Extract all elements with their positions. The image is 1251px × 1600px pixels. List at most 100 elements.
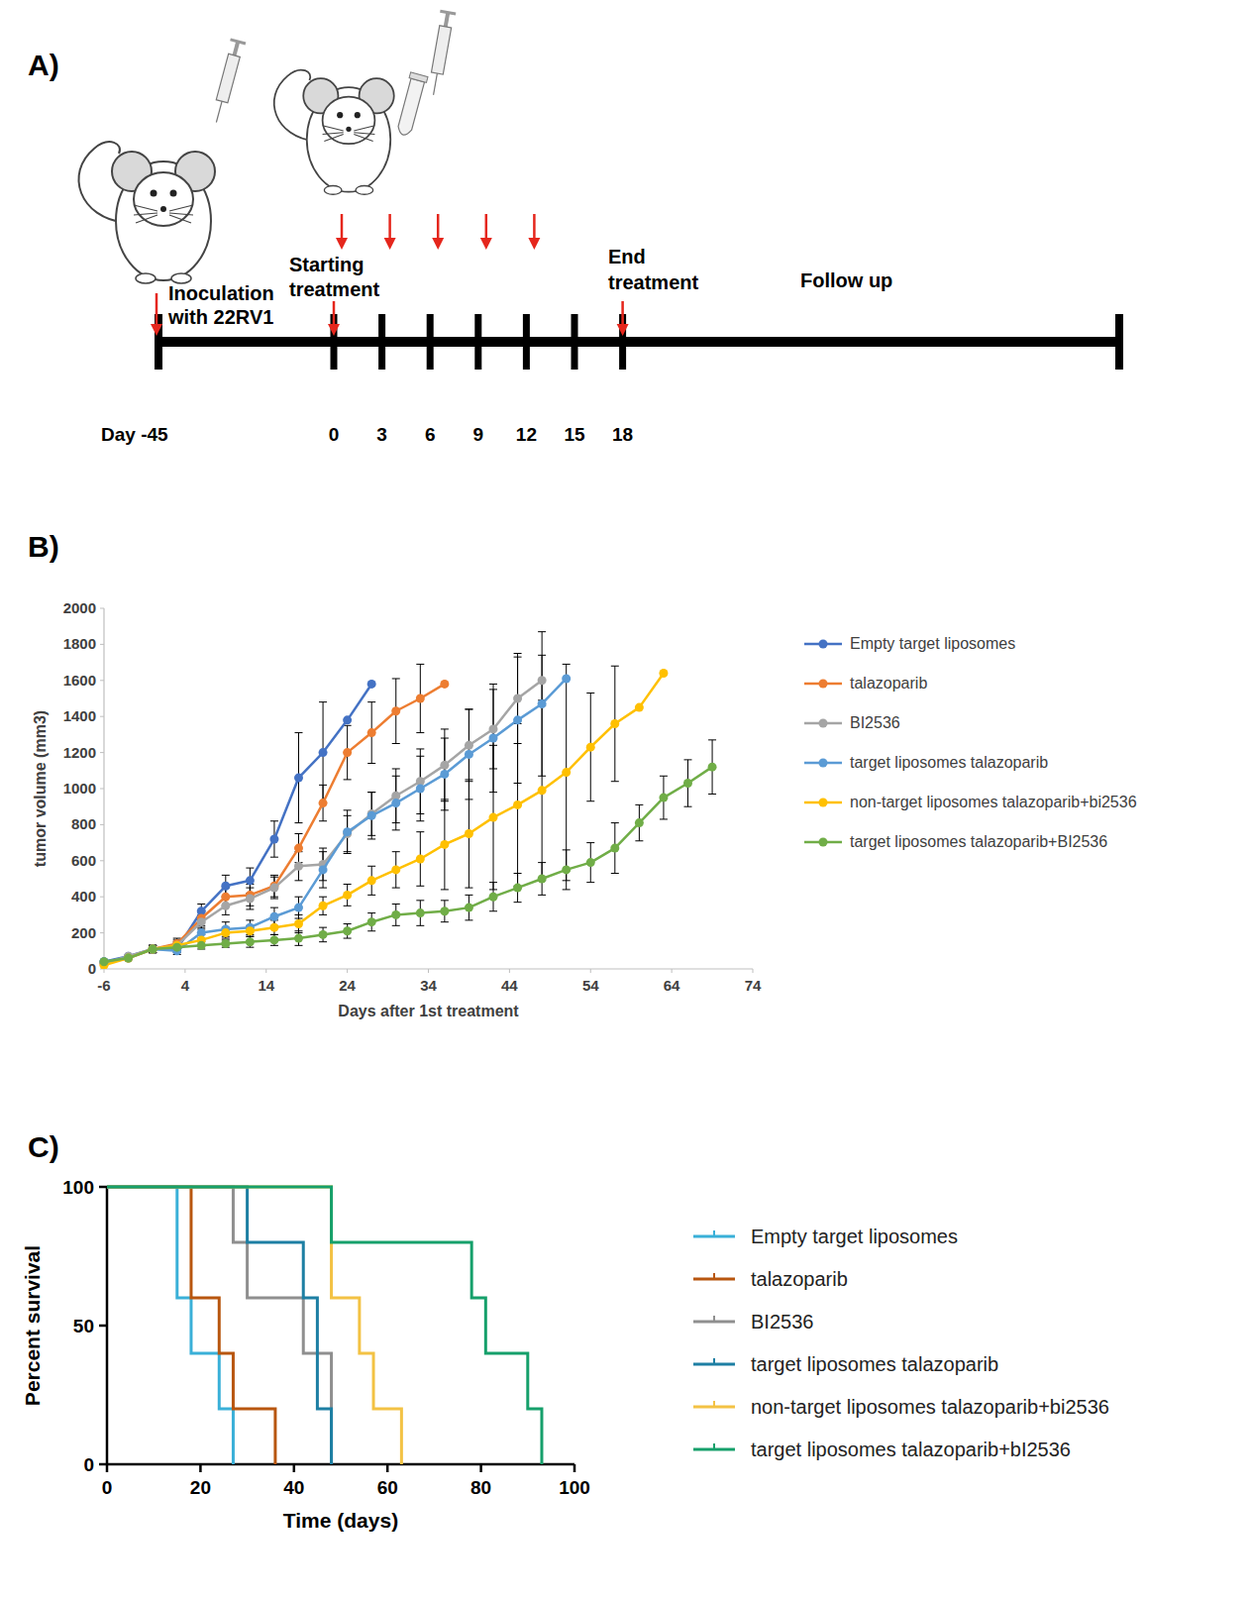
data-point — [367, 679, 377, 689]
series-line — [104, 678, 567, 962]
error-bar — [295, 732, 304, 824]
error-cap — [343, 938, 352, 939]
syringe-barrel — [430, 25, 451, 75]
data-point — [537, 785, 547, 795]
data-point — [148, 943, 158, 953]
error-cap — [245, 936, 254, 938]
data-point — [148, 943, 158, 953]
plot-area — [100, 631, 718, 969]
error-cap — [440, 737, 449, 739]
tick-label: 18 — [612, 423, 633, 445]
error-cap — [245, 908, 254, 910]
error-cap — [514, 872, 522, 874]
error-bar — [611, 823, 620, 874]
error-cap — [343, 923, 352, 925]
data-point — [537, 874, 547, 884]
event-label: Endtreatment — [608, 245, 699, 294]
tick — [573, 1463, 577, 1472]
legend-swatch — [819, 639, 829, 649]
tick — [479, 1463, 483, 1472]
legend-label: target liposomes talazoparib+bI2536 — [750, 1438, 1071, 1460]
error-bar — [343, 810, 352, 854]
arrow-head — [150, 323, 163, 336]
arrow — [431, 213, 444, 250]
error-cap — [440, 888, 449, 890]
data-point — [318, 747, 328, 757]
error-cap — [489, 910, 498, 912]
data-point — [245, 875, 255, 885]
error-bar — [562, 663, 571, 880]
error-cap — [562, 888, 571, 890]
error-cap — [537, 894, 546, 896]
mouse-whiskers — [322, 125, 376, 142]
data-point — [148, 943, 158, 953]
arrow — [480, 213, 493, 250]
error-cap — [392, 925, 401, 927]
timeline-panel: 0369121518Day -45Inoculationwith 22RV1St… — [78, 9, 1124, 445]
legend-label: target liposomes talazoparib — [750, 1353, 999, 1375]
data-point — [294, 773, 304, 783]
error-bar — [392, 903, 401, 926]
legend-swatch — [713, 1315, 716, 1322]
tumor-chart: 0200400600800100012001400160018002000-64… — [31, 599, 1138, 1020]
error-cap — [343, 883, 352, 885]
event-label: Inoculationwith 22RV1 — [167, 282, 275, 328]
series-line — [104, 680, 542, 964]
error-cap — [367, 912, 376, 914]
mouse-icon — [78, 141, 215, 284]
data-point — [318, 864, 328, 874]
error-bar — [634, 804, 643, 840]
arrow-head — [384, 237, 397, 250]
timeline-bar — [158, 336, 1120, 347]
tick — [104, 968, 105, 973]
mouse-head — [322, 97, 376, 145]
error-cap — [611, 780, 620, 782]
error-bar — [148, 944, 157, 952]
tick-label: 0 — [83, 1454, 95, 1475]
arrow — [527, 213, 540, 250]
error-cap — [586, 841, 595, 843]
data-point — [367, 728, 377, 737]
error-cap — [659, 818, 668, 820]
mouse-icon — [274, 70, 395, 196]
error-bar — [367, 865, 376, 895]
legend: Empty target liposomestalazoparibBI2536t… — [804, 634, 1138, 850]
tick-label: 400 — [71, 887, 97, 905]
tick — [100, 932, 105, 934]
legend-swatch — [819, 719, 829, 729]
tick — [199, 1463, 203, 1472]
error-bar — [708, 739, 717, 795]
data-point — [342, 827, 352, 836]
tick-label: 80 — [470, 1476, 492, 1498]
data-point — [561, 864, 571, 874]
error-bar — [221, 922, 230, 938]
syringe-plunger — [229, 37, 246, 45]
mouse-eye — [336, 111, 343, 118]
data-point — [220, 901, 230, 911]
arrow-shaft — [485, 213, 489, 240]
tick-label: 800 — [71, 815, 97, 833]
error-bar — [464, 894, 473, 920]
data-point — [658, 668, 668, 678]
data-point — [197, 940, 207, 950]
error-cap — [318, 887, 327, 889]
data-point — [342, 890, 352, 900]
tick — [100, 679, 105, 681]
tick-label: 1200 — [63, 743, 97, 761]
data-point — [269, 834, 279, 843]
error-bar — [343, 883, 352, 906]
data-point — [586, 742, 596, 752]
data-point — [100, 956, 109, 966]
error-bar — [270, 934, 279, 945]
error-cap — [514, 652, 522, 654]
tick — [99, 1185, 107, 1189]
error-cap — [684, 806, 693, 808]
error-cap — [416, 925, 424, 927]
tick — [509, 968, 511, 973]
error-cap — [416, 820, 424, 822]
error-cap — [562, 848, 571, 850]
error-cap — [416, 755, 424, 757]
legend-swatch — [713, 1400, 716, 1407]
data-point — [489, 733, 499, 743]
tick-label: 14 — [257, 976, 275, 994]
